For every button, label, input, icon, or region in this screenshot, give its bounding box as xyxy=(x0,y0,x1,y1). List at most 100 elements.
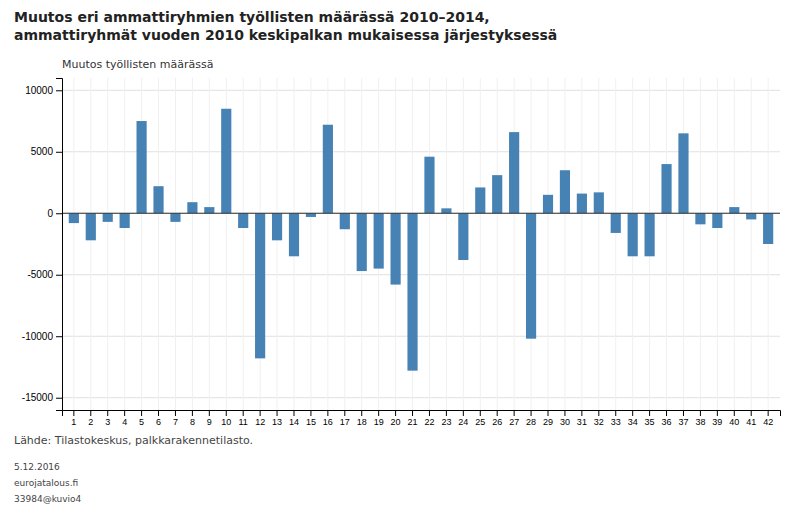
x-grid-line xyxy=(497,78,498,410)
y-tick-label: -15000 xyxy=(22,392,54,403)
x-grid-line xyxy=(107,78,108,410)
y-tick-label: 10000 xyxy=(25,85,53,96)
x-tick: 15 xyxy=(306,410,316,427)
x-tick: 14 xyxy=(289,410,299,427)
grid xyxy=(62,78,780,410)
x-tick-mark xyxy=(480,410,481,416)
y-tick-mark xyxy=(56,336,62,337)
x-tick: 19 xyxy=(374,410,384,427)
x-tick: 13 xyxy=(272,410,282,427)
bar xyxy=(424,157,434,214)
x-tick-label: 12 xyxy=(255,417,265,427)
bar xyxy=(289,213,299,256)
x-tick-mark xyxy=(751,410,752,416)
x-tick: 27 xyxy=(509,410,519,427)
y-grid-line xyxy=(62,213,780,214)
plot: Muutos työllisten määrässä-15000-10000-5… xyxy=(22,58,781,427)
bar xyxy=(323,125,333,214)
x-grid-line xyxy=(751,78,752,410)
bar xyxy=(69,213,79,223)
x-grid-line xyxy=(598,78,599,410)
y-tick: 10000 xyxy=(25,85,62,96)
bar xyxy=(306,213,316,217)
bar xyxy=(153,186,163,213)
x-tick-label: 40 xyxy=(729,417,739,427)
x-tick-label: 35 xyxy=(645,417,655,427)
x-tick-mark xyxy=(175,410,176,416)
bar xyxy=(407,213,417,370)
y-grid-line xyxy=(62,274,780,275)
x-tick-label: 3 xyxy=(105,417,110,427)
bar xyxy=(170,213,180,222)
x-grid-line xyxy=(666,78,667,410)
bar xyxy=(611,213,621,233)
x-tick-mark xyxy=(581,410,582,416)
x-tick-label: 16 xyxy=(323,417,333,427)
x-tick-label: 22 xyxy=(424,417,434,427)
bar xyxy=(391,213,401,284)
x-tick-label: 36 xyxy=(662,417,672,427)
title: Muutos eri ammattiryhmien työllisten mää… xyxy=(14,9,490,25)
x-tick-label: 14 xyxy=(289,417,299,427)
x-tick: 31 xyxy=(577,410,587,427)
x-grid-line xyxy=(446,78,447,410)
x-tick-mark xyxy=(277,410,278,416)
y-tick-mark xyxy=(56,90,62,91)
x-grid-line xyxy=(310,78,311,410)
x-tick: 3 xyxy=(105,410,110,427)
bar xyxy=(712,213,722,228)
y-tick-label: -5000 xyxy=(27,269,53,280)
y-grid-line xyxy=(62,90,780,91)
x-tick: 20 xyxy=(391,410,401,427)
x-tick-mark xyxy=(226,410,227,416)
bar xyxy=(645,213,655,256)
x-axis-line xyxy=(63,411,781,417)
x-tick-mark xyxy=(158,410,159,416)
annotation: 5.12.2016 xyxy=(14,462,60,472)
x-tick-mark xyxy=(649,410,650,416)
x-tick: 28 xyxy=(526,410,536,427)
x-tick-mark xyxy=(124,410,125,416)
x-tick-mark xyxy=(683,410,684,416)
x-tick-label: 34 xyxy=(628,417,638,427)
x-tick-mark xyxy=(378,410,379,416)
x-tick-label: 2 xyxy=(88,417,93,427)
bar xyxy=(661,164,671,213)
y-tick: -5000 xyxy=(27,269,62,280)
x-tick-mark xyxy=(564,410,565,416)
x-tick-mark xyxy=(446,410,447,416)
x-tick-label: 41 xyxy=(746,417,756,427)
x-tick-label: 33 xyxy=(611,417,621,427)
x-tick: 4 xyxy=(122,410,127,427)
x-tick: 22 xyxy=(424,410,434,427)
x-tick-label: 18 xyxy=(357,417,367,427)
x-tick-mark xyxy=(260,410,261,416)
bar xyxy=(221,109,231,214)
x-tick: 21 xyxy=(408,410,418,427)
bar xyxy=(560,170,570,213)
x-tick: 42 xyxy=(763,410,773,427)
bar xyxy=(509,132,519,213)
x-tick: 40 xyxy=(729,410,739,427)
annotation: 33984@kuvio4 xyxy=(14,494,82,504)
x-grid-line xyxy=(480,78,481,410)
x-tick-label: 31 xyxy=(577,417,587,427)
x-tick-mark xyxy=(243,410,244,416)
x-tick: 25 xyxy=(475,410,485,427)
x-tick: 11 xyxy=(239,410,248,427)
x-tick-mark xyxy=(361,410,362,416)
bar xyxy=(695,213,705,224)
bar xyxy=(441,208,451,213)
x-tick-label: 27 xyxy=(509,417,519,427)
x-tick-mark xyxy=(209,410,210,416)
x-grid-line xyxy=(615,78,616,410)
x-tick-mark xyxy=(310,410,311,416)
x-tick: 29 xyxy=(543,410,553,427)
y-axis-title: Muutos työllisten määrässä xyxy=(62,58,213,71)
x-axis: 1234567891011121314151617181920212223242… xyxy=(63,410,781,427)
x-tick: 36 xyxy=(662,410,672,427)
x-tick-label: 19 xyxy=(374,417,384,427)
y-tick-label: 5000 xyxy=(31,146,54,157)
x-tick-mark xyxy=(768,410,769,416)
bar xyxy=(628,213,638,256)
